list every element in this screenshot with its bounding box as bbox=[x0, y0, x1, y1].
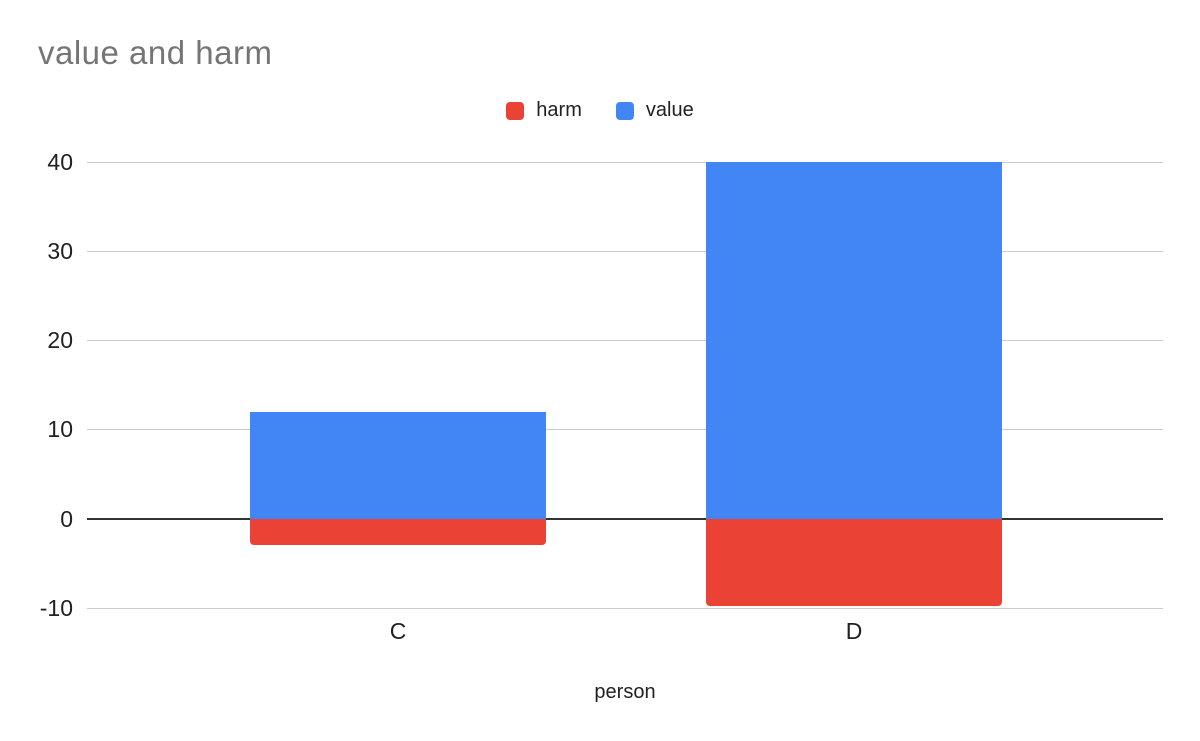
x-axis-title: person bbox=[594, 681, 656, 703]
x-tick-label-D: D bbox=[845, 618, 863, 644]
y-tick-label-10: 10 bbox=[47, 416, 73, 443]
y-tick-label--10: -10 bbox=[39, 594, 73, 621]
bar-harm-D[interactable] bbox=[706, 518, 1002, 606]
chart-title: value and harm bbox=[38, 34, 273, 71]
legend-label-value: value bbox=[645, 99, 694, 121]
x-tick-label-C: C bbox=[389, 618, 407, 644]
legend-swatch-value bbox=[615, 101, 634, 120]
y-tick-label-20: 20 bbox=[47, 327, 73, 354]
y-tick-label-0: 0 bbox=[60, 505, 73, 532]
bar-harm-C[interactable] bbox=[250, 518, 546, 546]
legend-item-harm[interactable]: harm bbox=[506, 99, 582, 122]
gridline bbox=[87, 607, 1163, 609]
legend-swatch-harm bbox=[506, 101, 525, 120]
gridline bbox=[87, 251, 1163, 252]
gridline bbox=[87, 340, 1163, 342]
y-tick-label-30: 30 bbox=[47, 238, 73, 264]
zero-gridline bbox=[87, 517, 1163, 520]
legend-item-value[interactable]: value bbox=[615, 99, 694, 122]
gridline bbox=[87, 429, 1163, 431]
bar-value-C[interactable] bbox=[250, 411, 546, 519]
legend-label-harm: harm bbox=[536, 99, 582, 121]
y-tick-label-40: 40 bbox=[47, 148, 73, 175]
legend: harm value bbox=[0, 99, 1200, 122]
bar-value-D[interactable] bbox=[706, 161, 1002, 519]
gridline bbox=[87, 161, 1163, 163]
